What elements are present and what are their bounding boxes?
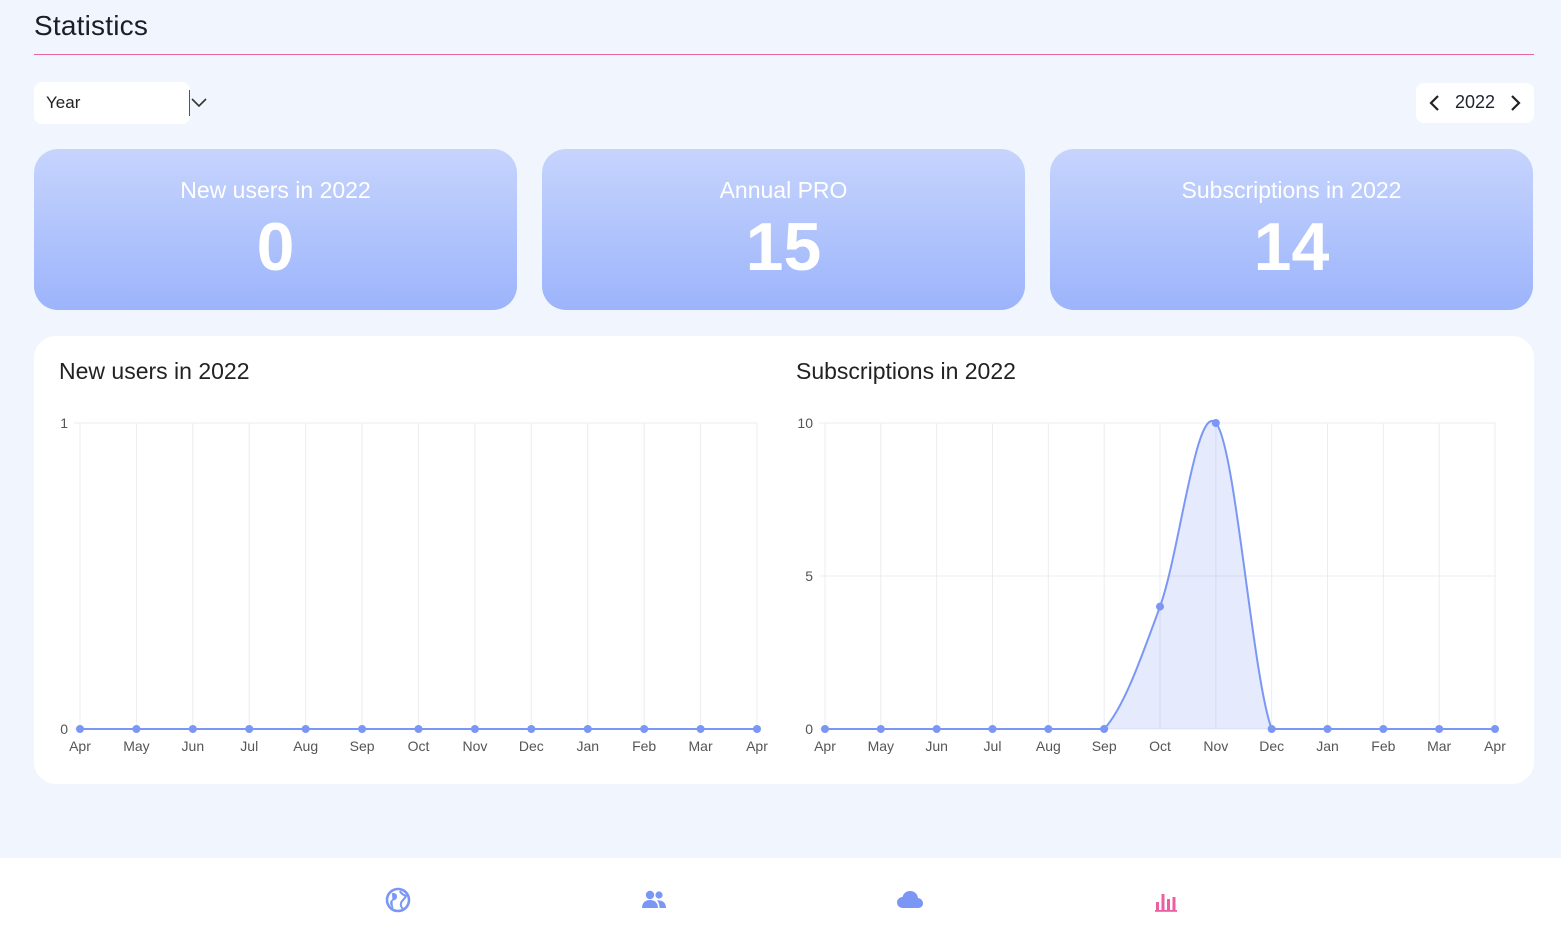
x-tick-label: Sep <box>1092 738 1117 754</box>
x-tick-label: Mar <box>689 738 713 754</box>
series-area <box>825 420 1495 729</box>
data-point[interactable] <box>1100 725 1109 733</box>
stat-value: 14 <box>1253 209 1330 285</box>
users-icon[interactable] <box>640 886 668 914</box>
charts-panel: New users in 2022 0 1 Apr May Jun Jul Aug Sep Oc… <box>34 336 1534 784</box>
page-title: Statistics <box>34 10 149 41</box>
x-tick-label: Jun <box>182 738 205 754</box>
data-point[interactable] <box>1211 419 1220 427</box>
data-point[interactable] <box>1379 725 1388 733</box>
data-point[interactable] <box>640 725 649 733</box>
x-tick-label: Feb <box>632 738 656 754</box>
new-users-chart: 0 1 Apr May Jun Jul Aug Sep Oct Nov Dec Jan Feb Mar Ap… <box>60 415 768 754</box>
data-point[interactable] <box>1156 602 1164 611</box>
y-tick-label: 0 <box>60 721 68 737</box>
data-point[interactable] <box>527 725 536 733</box>
x-tick-label: Jan <box>576 738 599 754</box>
select-separator <box>189 90 190 116</box>
year-value: 2022 <box>1454 92 1496 112</box>
bar-chart-icon[interactable] <box>1153 886 1181 914</box>
y-tick-label: 1 <box>60 415 68 431</box>
x-tick-label: Aug <box>293 738 318 754</box>
data-point[interactable] <box>1267 725 1276 733</box>
x-tick-label: Feb <box>1371 738 1395 754</box>
data-point[interactable] <box>1044 725 1053 733</box>
title-divider <box>34 54 1534 55</box>
stat-card-new-users: New users in 2022 0 <box>34 149 517 310</box>
x-tick-label: Oct <box>408 738 430 754</box>
globe-icon[interactable] <box>384 886 412 914</box>
x-tick-label: Sep <box>350 738 375 754</box>
x-tick-label: Apr <box>69 738 91 754</box>
data-point[interactable] <box>876 725 885 733</box>
period-select[interactable]: Year <box>34 82 207 124</box>
y-tick-label: 0 <box>805 721 813 737</box>
x-tick-label: Mar <box>1427 738 1451 754</box>
chart-title-new-users: New users in 2022 <box>59 358 250 384</box>
y-tick-label: 10 <box>797 415 813 431</box>
x-tick-label: Apr <box>1484 738 1506 754</box>
series-line <box>825 419 1495 730</box>
data-point[interactable] <box>1323 725 1332 733</box>
y-tick-label: 5 <box>805 568 813 584</box>
x-tick-label: Jul <box>240 738 258 754</box>
data-point[interactable] <box>1491 725 1499 733</box>
data-point[interactable] <box>696 725 705 733</box>
data-point[interactable] <box>470 725 479 733</box>
chevron-down-icon[interactable] <box>190 95 208 111</box>
stat-value: 15 <box>745 209 822 285</box>
data-point[interactable] <box>932 725 941 733</box>
x-tick-label: Nov <box>1203 738 1228 754</box>
stat-label: Annual PRO <box>719 177 848 203</box>
stat-label: Subscriptions in 2022 <box>1181 177 1402 203</box>
year-navigator: 2022 <box>1416 83 1534 123</box>
x-tick-label: Jan <box>1316 738 1339 754</box>
bottom-navigation <box>0 858 1561 940</box>
x-tick-label: Dec <box>519 738 544 754</box>
x-tick-label: Oct <box>1149 738 1171 754</box>
x-tick-label: Jun <box>925 738 948 754</box>
x-tick-label: Aug <box>1036 738 1061 754</box>
x-tick-label: Jul <box>984 738 1002 754</box>
data-point[interactable] <box>132 725 141 733</box>
chevron-left-icon[interactable] <box>1427 94 1443 112</box>
stat-label: New users in 2022 <box>180 177 371 203</box>
period-select-value: Year <box>46 93 81 112</box>
x-tick-label: May <box>123 738 149 754</box>
data-point[interactable] <box>988 725 997 733</box>
stat-value: 0 <box>256 209 295 285</box>
data-point[interactable] <box>414 725 423 733</box>
subscriptions-chart: 0 5 10 Apr May Jun Jul Aug Sep Oct Nov Dec Jan Feb Mar… <box>797 415 1506 754</box>
data-point[interactable] <box>76 725 84 733</box>
x-tick-label: Apr <box>814 738 836 754</box>
data-point[interactable] <box>821 725 829 733</box>
x-tick-label: Dec <box>1259 738 1284 754</box>
data-point[interactable] <box>753 725 761 733</box>
stat-card-subscriptions: Subscriptions in 2022 14 <box>1050 149 1533 310</box>
data-point[interactable] <box>301 725 310 733</box>
stat-card-annual-pro: Annual PRO 15 <box>542 149 1025 310</box>
cloud-icon[interactable] <box>896 886 924 914</box>
data-point[interactable] <box>1435 725 1444 733</box>
chart-title-subscriptions: Subscriptions in 2022 <box>796 358 1016 384</box>
x-tick-label: Nov <box>462 738 487 754</box>
chevron-right-icon[interactable] <box>1507 94 1523 112</box>
x-tick-label: May <box>868 738 894 754</box>
data-point[interactable] <box>358 725 367 733</box>
x-tick-label: Apr <box>746 738 768 754</box>
data-point[interactable] <box>188 725 197 733</box>
data-point[interactable] <box>583 725 592 733</box>
data-point[interactable] <box>245 725 254 733</box>
